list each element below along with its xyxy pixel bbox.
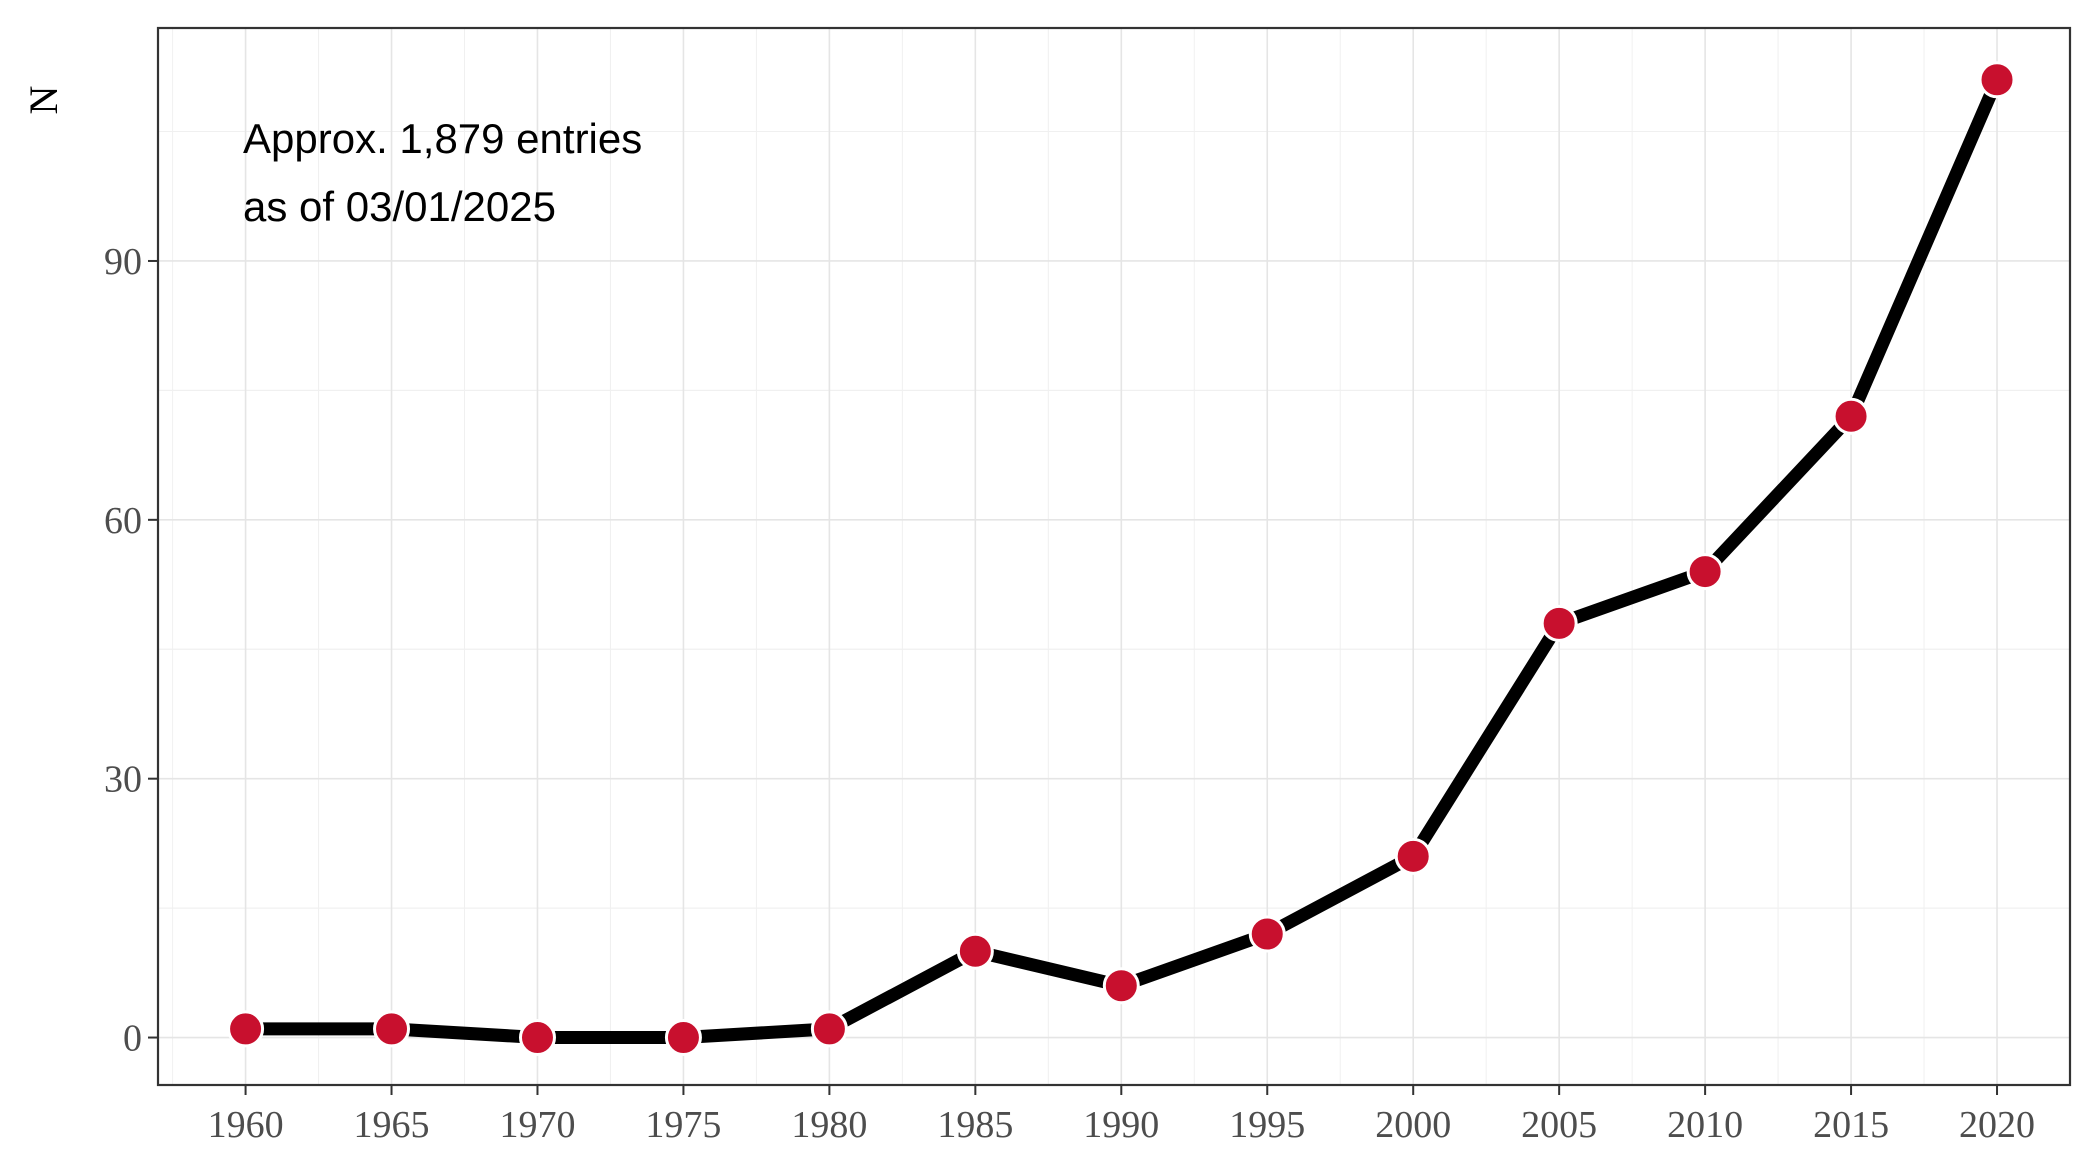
x-tick-label: 2000: [1375, 1104, 1451, 1146]
y-tick-label: 30: [104, 759, 142, 801]
x-tick-label: 1965: [354, 1104, 430, 1146]
x-tick-label: 1975: [645, 1104, 721, 1146]
data-point: [373, 1010, 411, 1048]
x-tick-label: 2010: [1667, 1104, 1743, 1146]
x-tick-label: 1985: [937, 1104, 1013, 1146]
data-points: [227, 61, 2016, 1057]
axis-ticks: 1960 1965 1970 1975 1980 1985 1990 1995 2000 2005…: [104, 241, 2035, 1146]
data-point: [810, 1010, 848, 1048]
x-tick-label: 1970: [499, 1104, 575, 1146]
data-point: [1978, 61, 2016, 99]
y-tick-label: 60: [104, 500, 142, 542]
data-point: [1686, 553, 1724, 591]
annotation-line-2: as of 03/01/2025: [243, 183, 556, 230]
data-point: [1394, 837, 1432, 875]
data-point: [518, 1019, 556, 1057]
x-tick-label: 1990: [1083, 1104, 1159, 1146]
x-tick-label: 2005: [1521, 1104, 1597, 1146]
entries-annotation: Approx. 1,879 entries as of 03/01/2025: [243, 115, 642, 230]
x-tick-label: 1995: [1229, 1104, 1305, 1146]
y-axis-title: N: [21, 86, 66, 115]
y-tick-label: 0: [123, 1018, 142, 1060]
data-point: [664, 1019, 702, 1057]
x-tick-label: 2015: [1813, 1104, 1889, 1146]
y-tick-label: 90: [104, 241, 142, 283]
data-point: [227, 1010, 265, 1048]
data-point: [1248, 915, 1286, 953]
x-tick-label: 1980: [791, 1104, 867, 1146]
data-point: [1832, 397, 1870, 435]
x-tick-label: 1960: [208, 1104, 284, 1146]
data-point: [956, 932, 994, 970]
data-point: [1540, 604, 1578, 642]
plot-panel-border: [156, 26, 2072, 1087]
data-point: [1102, 967, 1140, 1005]
grid-lines: [158, 28, 2070, 1085]
x-tick-label: 2020: [1959, 1104, 2035, 1146]
annotation-line-1: Approx. 1,879 entries: [243, 115, 642, 162]
